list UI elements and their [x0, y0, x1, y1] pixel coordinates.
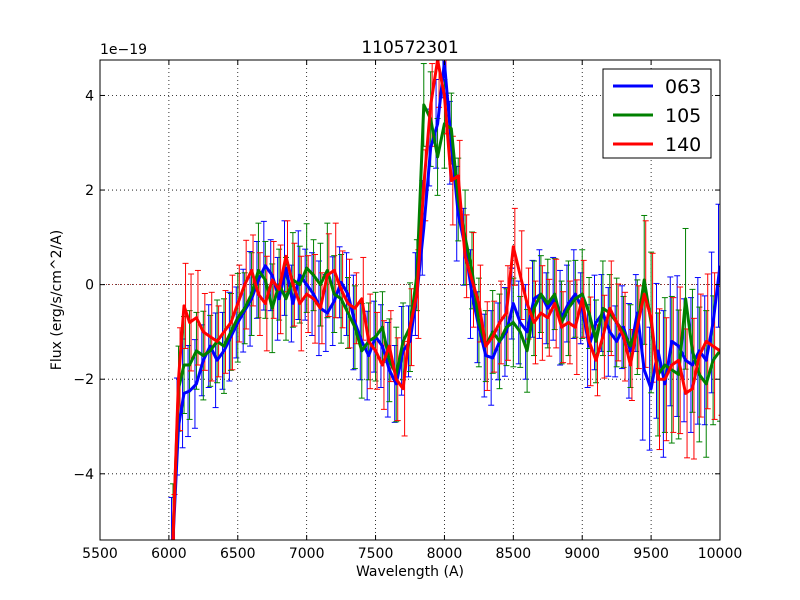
x-tick-label: 9000 [564, 546, 600, 562]
x-tick-label: 8500 [496, 546, 532, 562]
x-tick-label: 7000 [289, 546, 325, 562]
y-tick-label: 4 [85, 88, 94, 104]
y-tick-label: 0 [85, 278, 94, 294]
x-tick-label: 5500 [82, 546, 118, 562]
legend: 063 105 140 [602, 68, 712, 159]
legend-label-105: 105 [665, 105, 701, 127]
x-tick-label: 8000 [427, 546, 463, 562]
chart-title: 110572301 [361, 38, 458, 58]
x-tick-label: 7500 [358, 546, 394, 562]
x-tick-label: 6000 [151, 546, 187, 562]
x-tick-label: 10000 [698, 546, 743, 562]
y-offset-label: 1e−19 [100, 42, 147, 58]
series-line-140 [171, 60, 720, 540]
legend-label-063: 063 [665, 76, 701, 98]
x-tick-label: 6500 [220, 546, 256, 562]
legend-label-140: 140 [665, 134, 701, 156]
y-axis-label: Flux (erg/s/cm^2/A) [49, 230, 65, 370]
y-tick-label: −4 [73, 467, 94, 483]
axis-ticks: 5500 6000 6500 7000 7500 8000 8500 9000 9500 1000… [73, 60, 742, 562]
y-tick-label: 2 [85, 183, 94, 199]
x-tick-label: 9500 [633, 546, 669, 562]
x-axis-label: Wavelength (A) [356, 564, 464, 580]
series-line-105 [171, 103, 720, 536]
plot-frame [99, 59, 721, 541]
y-tick-label: −2 [73, 372, 94, 388]
